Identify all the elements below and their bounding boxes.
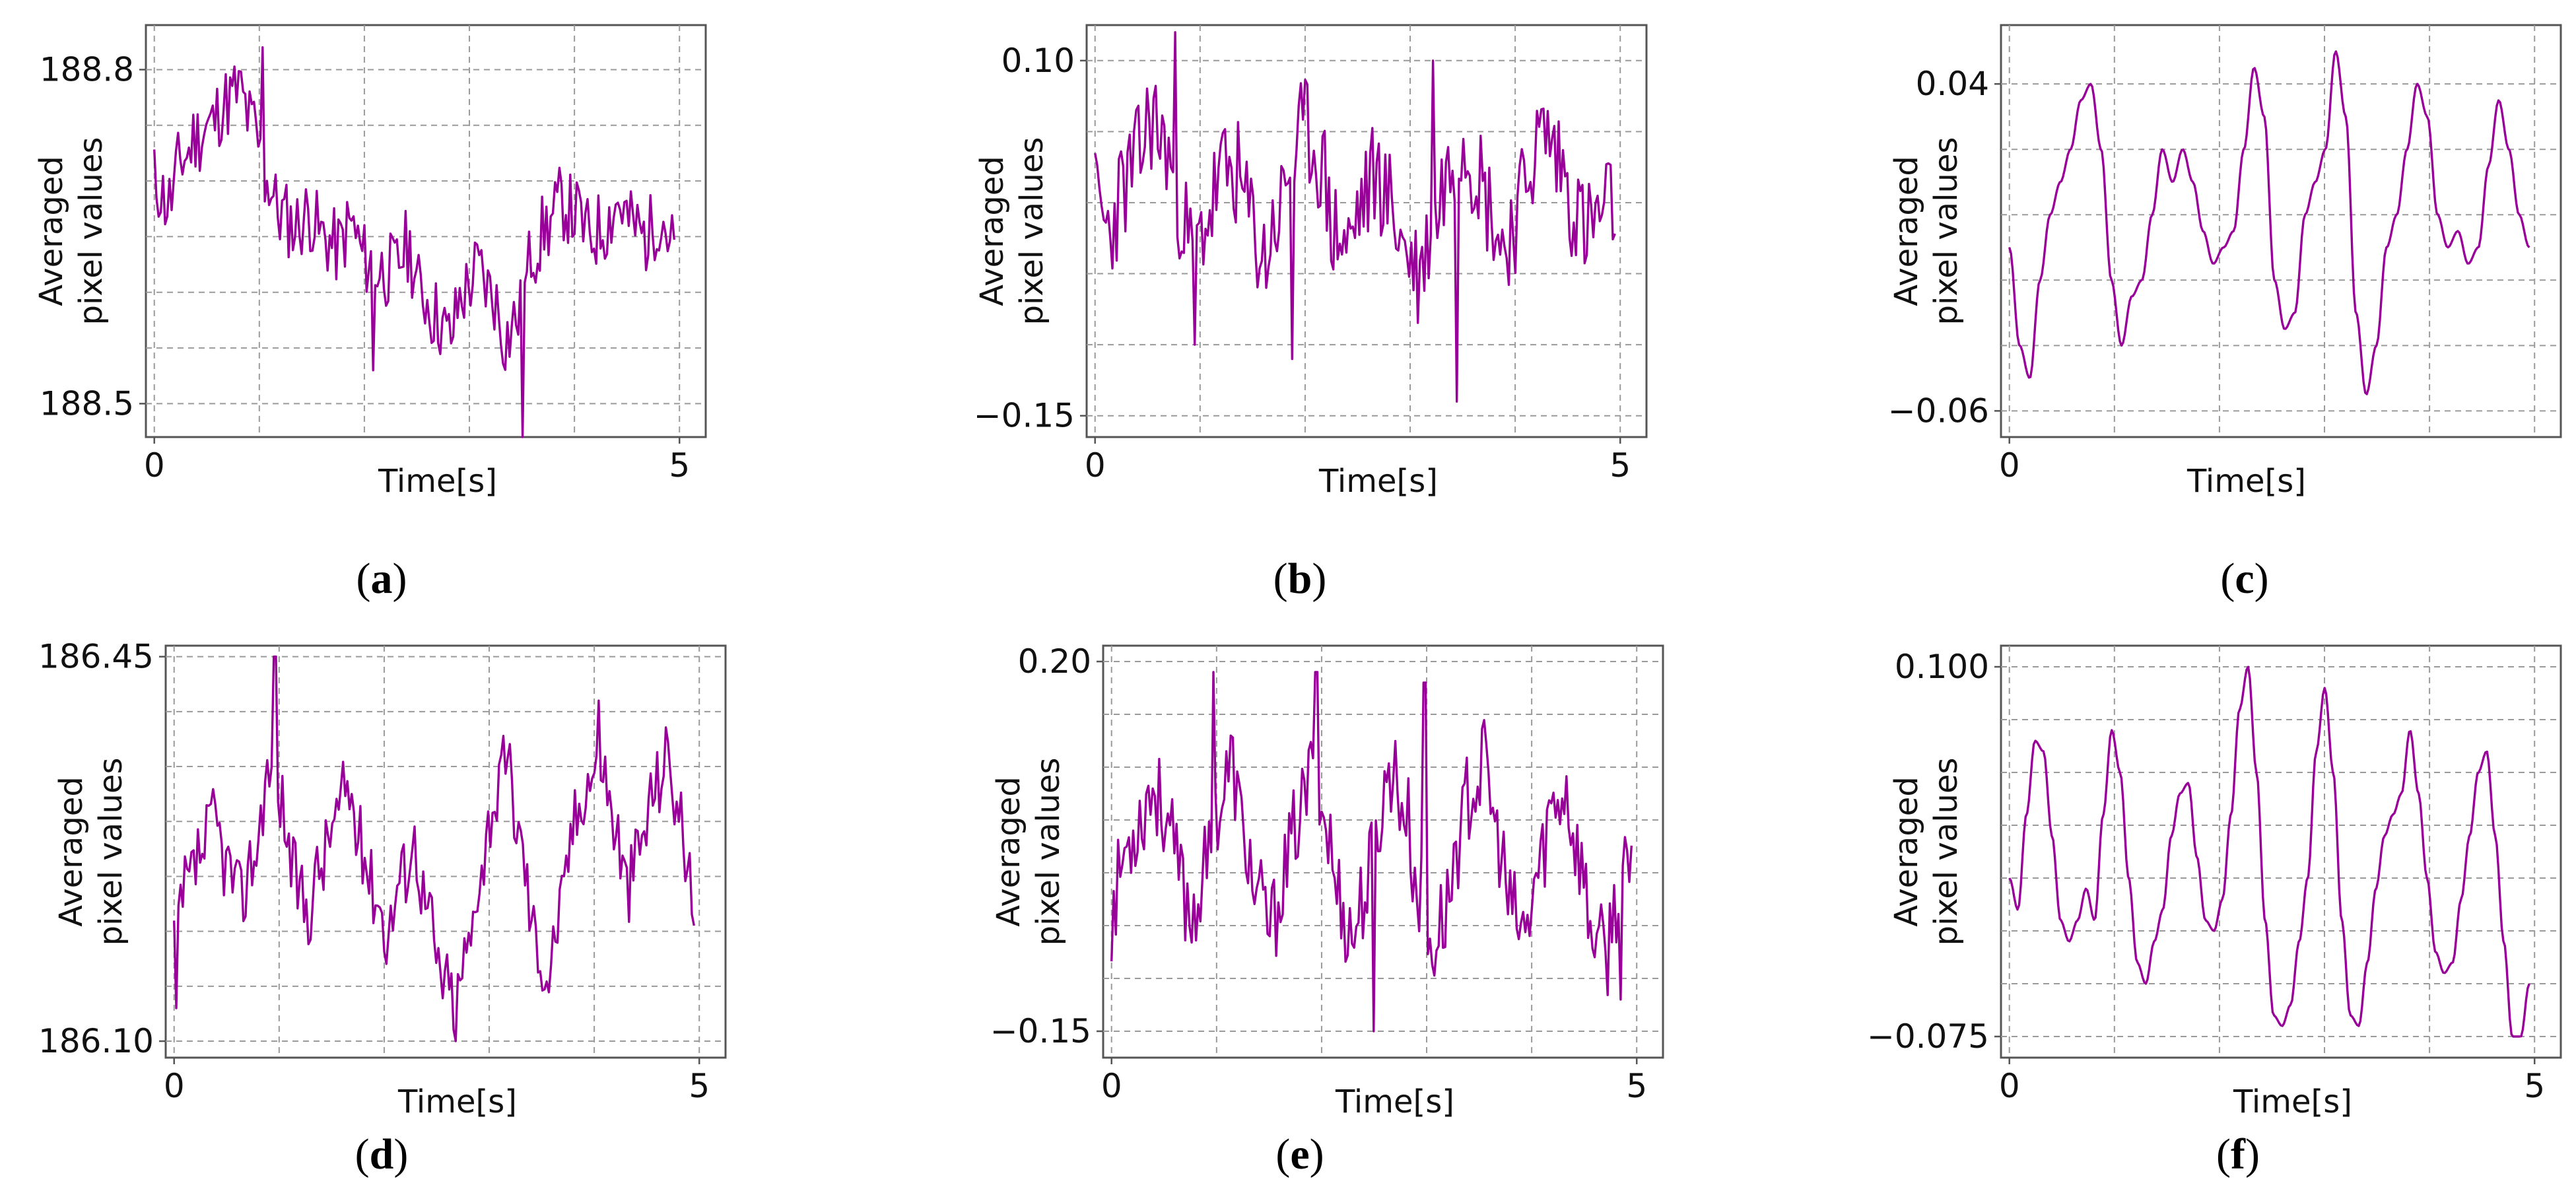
y-tick-label: −0.15 — [974, 397, 1075, 435]
series-line — [1094, 31, 1616, 403]
y-axis-label-line1: Averaged — [1888, 156, 1925, 306]
y-tick-label: 186.45 — [38, 638, 154, 676]
axis-ticks: 0 5 186.45 186.10 — [38, 638, 710, 1105]
y-tick-label: 186.10 — [38, 1022, 154, 1060]
x-axis-label: Time[s] — [2186, 463, 2306, 500]
x-axis-label: Time[s] — [1318, 463, 1438, 500]
x-tick-label: 5 — [689, 1067, 710, 1105]
axis-ticks: 0 5 0.100 −0.075 — [1867, 648, 2545, 1105]
caption-letter: e — [1290, 1130, 1309, 1178]
x-tick-label: 5 — [1626, 1067, 1647, 1105]
y-axis-label-line1: Averaged — [53, 776, 90, 927]
y-tick-label: −0.075 — [1867, 1017, 1989, 1056]
grid-lines — [1087, 25, 1646, 437]
caption-letter: d — [370, 1130, 394, 1178]
y-tick-label: 0.20 — [1018, 642, 1091, 681]
y-tick-label: −0.15 — [990, 1012, 1091, 1050]
caption-letter: c — [2235, 555, 2254, 603]
panel-d: 0 5 186.45 186.10 Time[s] Averaged pixel va… — [38, 638, 727, 1178]
x-tick-label: 0 — [1101, 1067, 1122, 1105]
caption: (c) — [2220, 555, 2268, 603]
y-axis-label-line2: pixel values — [92, 758, 129, 946]
y-tick-label: 0.100 — [1895, 648, 1989, 686]
caption: (d) — [355, 1130, 409, 1178]
x-tick-label: 5 — [1610, 446, 1631, 485]
panel-c: 0 0.04 −0.06 Time[s] Averaged pixel values… — [1888, 24, 2562, 603]
axis-ticks: 0 5 0.20 −0.15 — [990, 642, 1647, 1105]
series-line — [2008, 665, 2530, 1038]
grid-lines — [1103, 646, 1663, 1058]
y-axis-label-line1: Averaged — [1888, 776, 1925, 927]
axis-ticks: 0 5 0.10 −0.15 — [974, 42, 1631, 485]
y-tick-label: 0.10 — [1001, 42, 1075, 80]
axis-ticks: 0 5 188.8 188.5 — [40, 50, 690, 485]
caption-letter: f — [2231, 1130, 2246, 1178]
caption-letter: b — [1288, 555, 1312, 603]
x-axis-label: Time[s] — [397, 1083, 517, 1120]
y-axis-label-line1: Averaged — [974, 156, 1011, 306]
panel-a: 0 5 188.8 188.5 Time[s] Averaged pixel valu… — [33, 24, 707, 603]
y-tick-label: 0.04 — [1916, 65, 1989, 103]
x-tick-label: 0 — [164, 1067, 185, 1105]
y-axis-label-line2: pixel values — [1030, 758, 1067, 946]
y-axis-label-line2: pixel values — [1013, 137, 1050, 325]
series-line — [2008, 50, 2530, 395]
y-tick-label: 188.5 — [40, 384, 134, 423]
x-axis-label: Time[s] — [1335, 1083, 1454, 1120]
x-axis-label: Time[s] — [2233, 1083, 2352, 1120]
plot-frame — [2000, 644, 2562, 1059]
plot-frame — [1085, 24, 1648, 438]
grid-lines — [2001, 25, 2561, 437]
y-axis-label-line1: Averaged — [990, 776, 1027, 927]
grid-lines — [2001, 646, 2561, 1058]
series-line — [153, 46, 675, 438]
y-axis-label-line2: pixel values — [73, 137, 110, 325]
y-tick-label: 188.8 — [40, 50, 134, 88]
x-axis-label: Time[s] — [378, 463, 497, 500]
y-tick-label: −0.06 — [1888, 391, 1989, 430]
y-axis-label-line1: Averaged — [33, 156, 70, 306]
y-axis-label-line2: pixel values — [1928, 137, 1965, 325]
axis-ticks: 0 0.04 −0.06 — [1888, 65, 2020, 485]
caption: (a) — [356, 555, 407, 603]
x-tick-label: 5 — [2524, 1067, 2545, 1105]
series-line — [1110, 671, 1633, 1033]
caption: (b) — [1273, 555, 1327, 603]
x-tick-label: 0 — [144, 446, 165, 485]
series-line — [173, 655, 695, 1042]
y-axis-label-line2: pixel values — [1928, 758, 1965, 946]
x-tick-label: 0 — [1085, 446, 1106, 485]
panel-b: 0 5 0.10 −0.15 Time[s] Averaged pixel value… — [974, 24, 1648, 603]
panel-e: 0 5 0.20 −0.15 Time[s] Averaged pixel value… — [990, 642, 1664, 1178]
caption: (e) — [1275, 1130, 1324, 1178]
x-tick-label: 0 — [1999, 446, 2020, 485]
caption: (f) — [2216, 1130, 2260, 1178]
x-tick-label: 0 — [1999, 1067, 2020, 1105]
caption-letter: a — [371, 555, 393, 603]
panel-f: 0 5 0.100 −0.075 Time[s] Averaged pixel val… — [1867, 644, 2562, 1178]
plot-frame — [2000, 24, 2562, 438]
x-tick-label: 5 — [669, 446, 690, 485]
